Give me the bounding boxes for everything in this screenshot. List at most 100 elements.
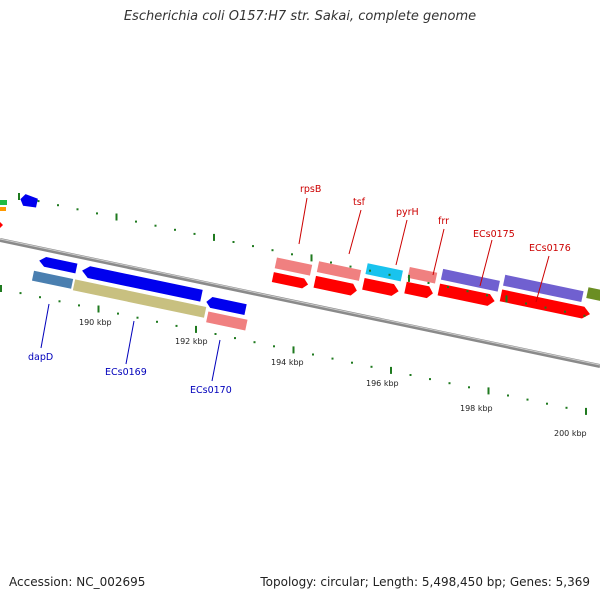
reverse-strand-features [31,256,248,331]
lower-tick [78,304,80,307]
genome-backbone-highlight [0,238,600,366]
upper-tick [135,220,137,223]
upper-tick [505,295,508,303]
gene-label-ECs0176: ECs0176 [529,243,571,254]
feature-blue-2 [82,266,203,302]
upper-tick [115,213,118,221]
lower-tick [136,316,139,319]
feature-blue-3 [206,297,247,316]
lower-tick [546,402,548,405]
upper-tick [96,212,98,215]
lower-tick [351,361,353,364]
upper-tick [76,208,79,211]
lower-tick [565,406,568,409]
feature-olive-edge [586,287,600,305]
upper-tick [291,253,293,256]
feature-reverse-small [20,194,38,208]
feature-edge-orange [0,207,6,211]
upper-tick [486,294,488,297]
upper-tick [154,224,157,227]
feature-red-frr [404,281,433,299]
label-leaders-reverse [40,303,221,382]
feature-red-pyrH [362,277,399,296]
ruler-label-196: 196 kbp [366,379,399,388]
upper-tick [37,200,40,203]
lower-tick [312,353,314,356]
lower-tick [39,296,41,299]
upper-tick [427,282,430,284]
lower-tick [214,333,217,335]
ruler-label-190: 190 kbp [79,318,112,327]
upper-tick [447,286,449,289]
feature-cyan-pyrH [365,263,403,282]
label-leaders-forward [298,197,550,303]
lower-tick [58,300,61,303]
feature-pink-rpsB [274,257,313,276]
ruler-label-192: 192 kbp [175,337,208,346]
forward-strand-features [271,257,600,319]
upper-tick [57,204,59,207]
ruler-label-194: 194 kbp [271,358,304,367]
upper-tick [213,233,215,241]
feature-red-ECs0176 [499,289,591,319]
lower-tick [117,312,119,315]
lower-tick [331,357,334,360]
ruler-label-200: 200 kbp [554,429,587,438]
lower-tick [429,378,431,381]
feature-khaki-ECs0169 [72,279,207,318]
ruler-ticks-upper [18,193,586,317]
gene-label-rpsB: rpsB [300,184,321,195]
ruler-label-198: 198 kbp [460,404,493,413]
lower-tick [273,345,275,348]
feature-steel-dapD [31,270,74,289]
upper-tick [583,314,586,317]
map-title: Escherichia coli O157:H7 str. Sakai, com… [123,9,477,24]
feature-red-rpsB [271,272,309,289]
upper-tick [388,273,391,276]
feature-pink-tsf [316,261,362,281]
gene-label-frr: frr [438,216,449,227]
lower-tick [370,365,373,368]
feature-red-tsf [313,275,357,296]
upper-tick [271,249,274,252]
gene-label-pyrH: pyrH [396,207,419,218]
upper-tick [349,265,352,268]
genome-summary-text: Topology: circular; Length: 5,498,450 bp… [260,575,590,589]
genome-backbone [0,238,600,368]
lower-tick [156,320,158,323]
lower-tick [507,394,509,397]
lower-tick [468,386,470,389]
feature-pink-ECs0170 [206,311,248,331]
upper-tick [466,290,469,293]
lower-tick [195,325,197,333]
upper-tick [369,269,371,272]
lower-tick [292,346,295,354]
lower-tick [175,324,178,327]
gene-label-ECs0170: ECs0170 [190,385,232,396]
lower-tick [253,341,256,344]
lower-tick [585,407,587,415]
feature-edge-green [0,200,7,205]
feature-pink-frr [407,267,438,284]
lower-tick [234,337,236,340]
upper-tick [525,302,527,305]
gene-label-ECs0169: ECs0169 [105,367,147,378]
upper-tick [174,228,176,231]
lower-tick [19,292,22,295]
gene-label-ECs0175: ECs0175 [473,229,515,240]
ruler-ticks-lower [0,285,587,415]
upper-tick [408,274,410,282]
gene-label-dapD: dapD [28,352,53,363]
lower-tick [487,387,490,395]
lower-tick [390,366,392,374]
lower-tick [409,374,412,376]
upper-tick [544,306,547,309]
feature-edge-red [0,222,3,228]
upper-tick [564,310,566,313]
upper-tick [18,193,20,200]
upper-tick [252,245,254,248]
upper-tick [232,241,235,243]
lower-tick [526,398,529,401]
upper-tick [310,254,313,262]
